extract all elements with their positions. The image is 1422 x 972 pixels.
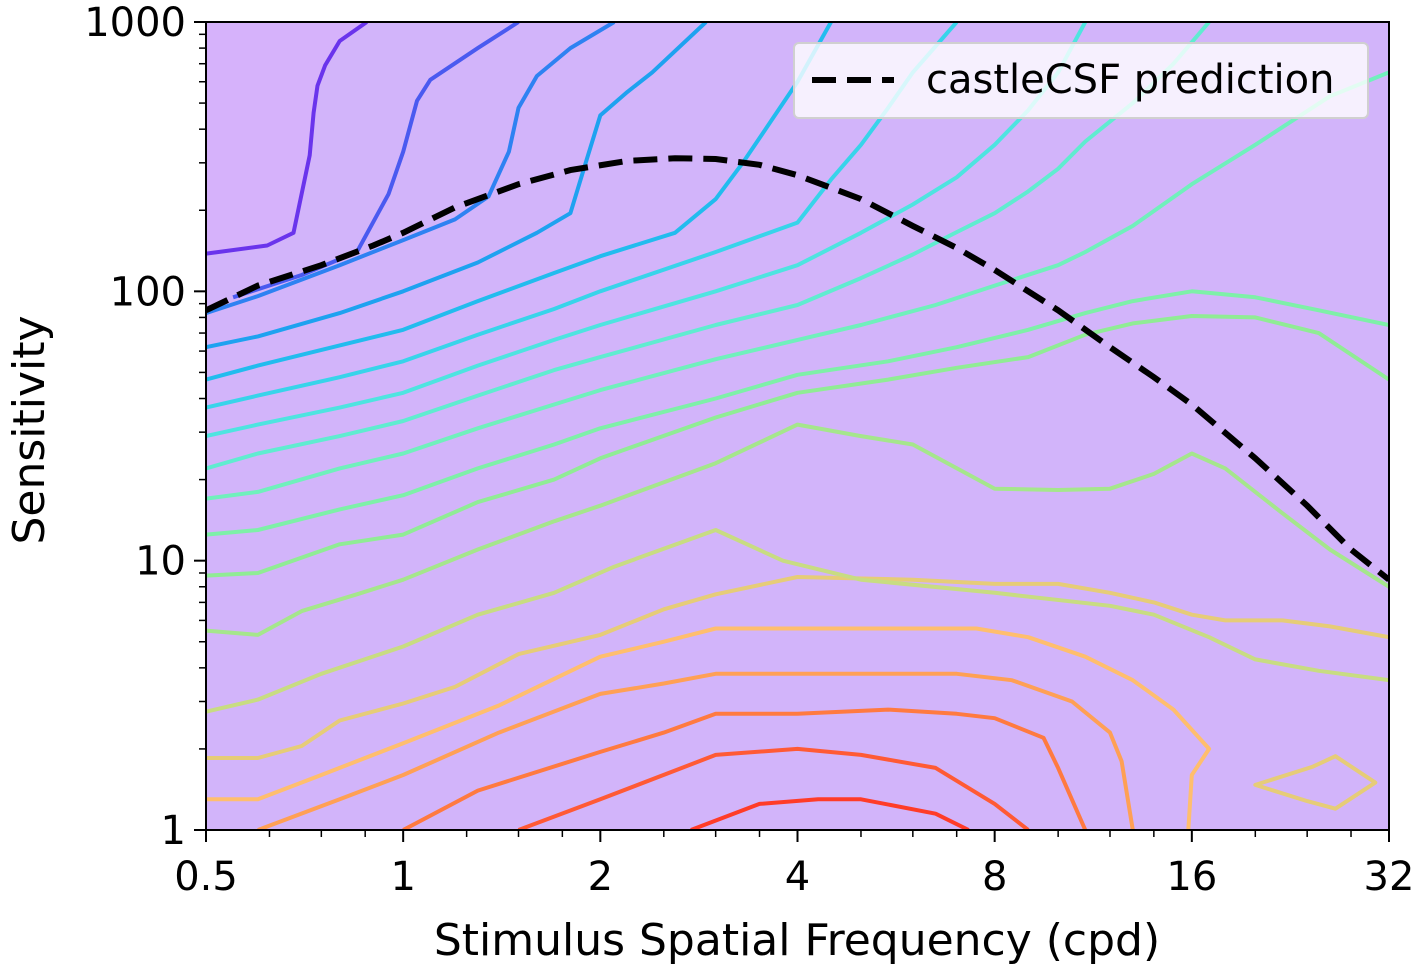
x-axis-label: Stimulus Spatial Frequency (cpd) [434, 915, 1160, 966]
contour-islands [1253, 754, 1378, 811]
contour-line-2 [517, 746, 1030, 830]
contour-line-6 [206, 575, 1389, 760]
contour-line-17 [206, 22, 616, 316]
x-tick-label: 32 [1364, 854, 1415, 900]
contour-line-5 [206, 626, 1212, 830]
contour-line-8 [206, 422, 1389, 637]
y-tick-label: 10 [135, 539, 186, 585]
plot-area [206, 22, 1389, 830]
x-tick-label: 8 [982, 854, 1007, 900]
x-axis: 0.5 1 2 4 8 16 32 [174, 830, 1414, 900]
legend-label: castleCSF prediction [926, 57, 1334, 103]
x-tick-label: 4 [785, 854, 810, 900]
x-tick-label: 2 [588, 854, 613, 900]
contour-line-3 [402, 707, 1088, 830]
legend-frame [793, 42, 1369, 119]
legend: castleCSF prediction [793, 42, 1369, 119]
castlecsf-prediction-line [206, 155, 1389, 583]
contour-line-10 [206, 289, 1389, 537]
y-tick-label: 1000 [84, 0, 186, 46]
contour-line-7 [206, 528, 1389, 714]
contour-line-15 [206, 22, 833, 382]
contour-line-12 [206, 22, 1211, 471]
contour-line-1 [690, 797, 970, 830]
y-tick-label: 100 [110, 269, 186, 315]
contour-line-11 [206, 70, 1389, 501]
x-tick-label: 16 [1166, 854, 1217, 900]
contour-island-1 [1253, 754, 1378, 811]
y-axis-label: Sensitivity [4, 315, 55, 544]
contour-line-4 [257, 671, 1135, 830]
y-axis: 1 10 100 1000 [84, 0, 206, 854]
x-tick-label: 1 [390, 854, 415, 900]
contour-line-13 [206, 22, 1088, 439]
contour-line-19 [206, 22, 368, 256]
y-tick-label: 1 [161, 808, 186, 854]
contour-fills [206, 22, 1389, 830]
contour-lines [206, 22, 1389, 830]
contour-line-16 [206, 22, 708, 350]
x-tick-label: 0.5 [174, 854, 238, 900]
contour-line-9 [206, 314, 1389, 578]
